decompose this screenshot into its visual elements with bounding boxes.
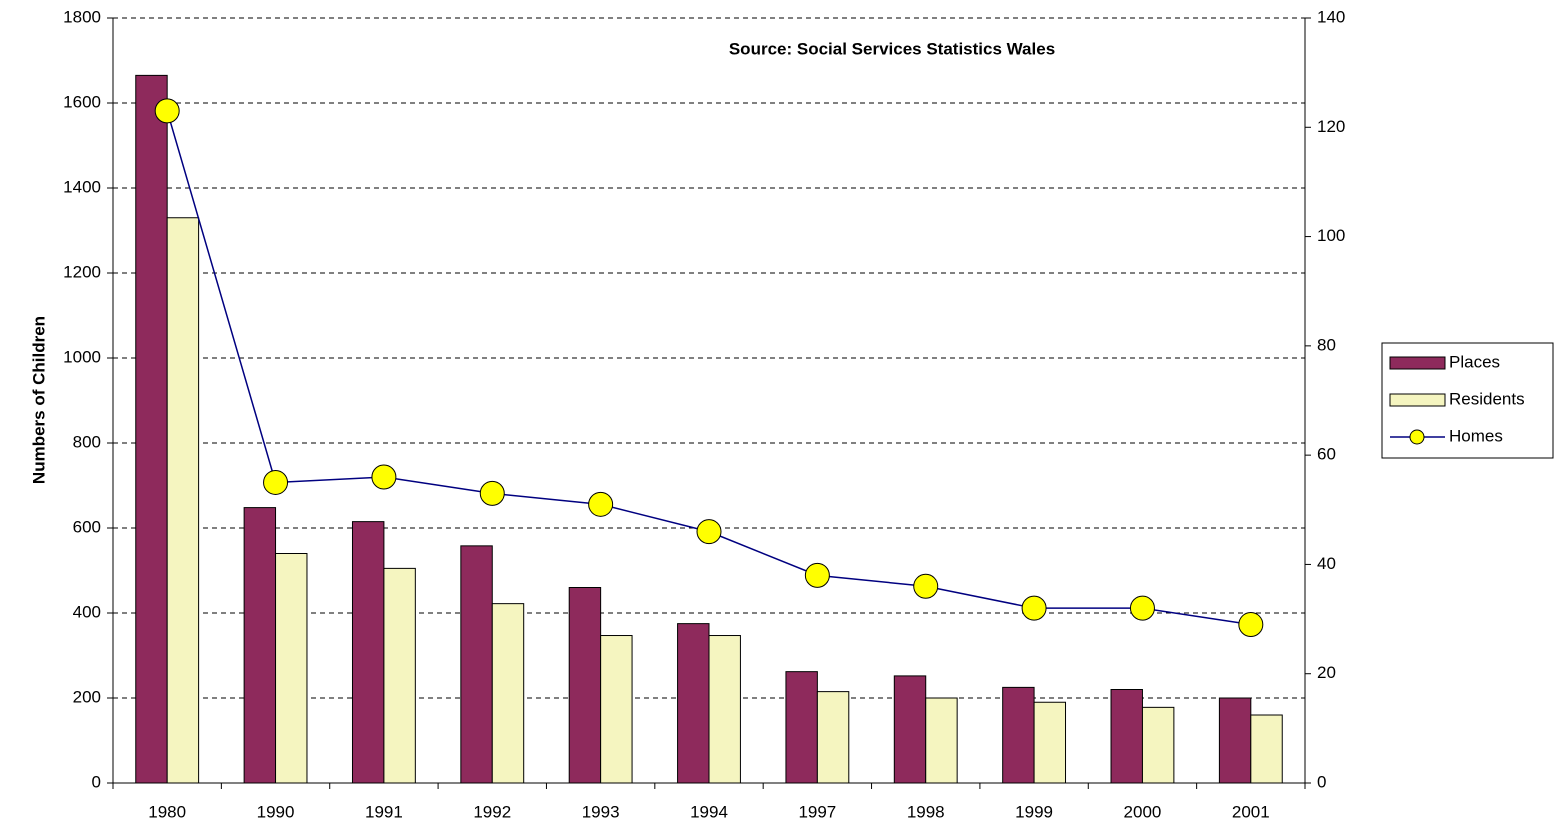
bar [460,545,493,784]
y-tick-label: 1200 [63,262,101,281]
bar [491,603,525,784]
y-tick-label: 0 [92,772,101,791]
bar [135,74,168,784]
x-tick-label: 1994 [690,802,728,821]
marker [804,562,830,588]
y2-tick-label: 20 [1317,663,1336,682]
bar [925,697,958,784]
marker [1129,595,1155,621]
y-tick-label: 1600 [63,92,101,111]
y-tick-label: 200 [73,687,101,706]
y-axis-label: Numbers of Children [29,316,48,484]
bar [1110,689,1143,784]
chart-title: Source: Social Services Statistics Wales [729,39,1055,58]
x-tick-label: 1980 [148,802,186,821]
bar [1218,697,1252,784]
bar [816,691,850,784]
y2-tick-label: 40 [1317,554,1336,573]
marker [371,464,397,490]
y2-tick-label: 80 [1317,335,1336,354]
bar [677,623,710,784]
bar [785,671,818,784]
x-tick-label: 2000 [1124,802,1162,821]
bar [275,553,308,784]
y-tick-label: 1400 [63,177,101,196]
bar [568,587,602,784]
bar [708,635,741,784]
marker [479,480,505,506]
bar [600,635,633,784]
y-tick-label: 400 [73,602,101,621]
y-tick-label: 600 [73,517,101,536]
x-tick-label: 1990 [257,802,295,821]
y-tick-label: 800 [73,432,101,451]
bar [1033,701,1067,784]
legend-label: Places [1449,352,1500,371]
marker [696,519,722,545]
bar [1002,686,1035,784]
y-tick-label: 1000 [63,347,101,366]
bar [351,521,385,784]
bar [893,675,927,784]
y2-tick-label: 120 [1317,117,1345,136]
marker [913,573,939,599]
legend-label: Homes [1449,426,1503,445]
x-tick-label: 1992 [473,802,511,821]
x-tick-label: 1997 [798,802,836,821]
bar [1141,706,1175,784]
y2-tick-label: 100 [1317,226,1345,245]
legend-label: Residents [1449,389,1525,408]
y2-tick-label: 140 [1317,7,1345,26]
y-tick-label: 1800 [63,7,101,26]
bar [1250,714,1283,784]
x-tick-label: 1999 [1015,802,1053,821]
marker [1238,612,1264,638]
bar [243,507,277,784]
legend-marker [1409,429,1425,445]
marker [1021,595,1047,621]
y2-tick-label: 60 [1317,445,1336,464]
legend-swatch [1389,393,1446,407]
marker [154,98,180,124]
x-tick-label: 1991 [365,802,403,821]
y2-tick-label: 0 [1317,772,1326,791]
x-tick-label: 1993 [582,802,620,821]
legend-swatch [1389,356,1446,370]
marker [263,469,289,495]
bar [383,567,416,784]
x-tick-label: 2001 [1232,802,1270,821]
marker [588,491,614,517]
x-tick-label: 1998 [907,802,945,821]
bar [166,217,200,784]
